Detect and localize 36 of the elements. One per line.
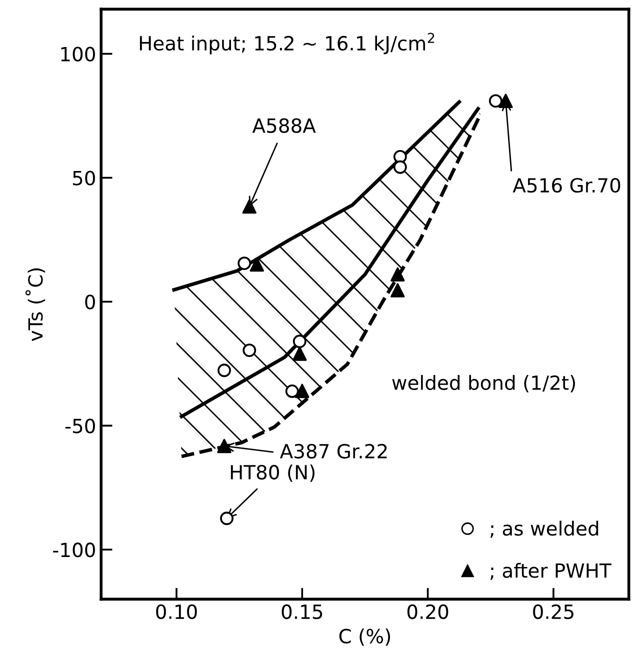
point bbox=[217, 438, 232, 454]
legend-label: ; as welded bbox=[490, 520, 598, 538]
y-tick-label: 0 bbox=[85, 294, 95, 310]
point bbox=[390, 283, 405, 298]
point bbox=[250, 257, 264, 272]
annotation: A588A bbox=[252, 118, 316, 133]
point bbox=[393, 160, 407, 174]
point bbox=[218, 364, 231, 378]
line-series bbox=[172, 100, 461, 292]
point bbox=[488, 94, 502, 108]
point bbox=[220, 512, 234, 526]
annotation: HT80 (N) bbox=[230, 464, 314, 482]
x-tick-label: 0.25 bbox=[533, 604, 574, 620]
x-axis-title: C (%) bbox=[339, 628, 390, 646]
annotation: A387 Gr.22 bbox=[280, 444, 387, 459]
annotation: Heat input; 15.2 ~ 16.1 kJ/cm$^{2}$ bbox=[140, 32, 434, 54]
point bbox=[292, 346, 307, 361]
x-tick-label: 0.15 bbox=[282, 604, 322, 620]
annotation: welded bond (1/2t) bbox=[392, 374, 575, 392]
point bbox=[242, 199, 256, 214]
x-tick-label: 0.20 bbox=[407, 604, 448, 620]
point bbox=[242, 344, 256, 358]
point bbox=[498, 94, 513, 108]
y-tick-label: -50 bbox=[65, 418, 95, 434]
point bbox=[295, 384, 310, 398]
point bbox=[292, 334, 306, 348]
y-tick-label: 50 bbox=[73, 170, 95, 186]
point bbox=[390, 267, 405, 282]
point bbox=[238, 256, 252, 270]
legend-label: ; after PWHT bbox=[490, 562, 612, 580]
x-tick-label: 0.10 bbox=[156, 604, 197, 620]
y-axis-title: vTs (˚C) bbox=[25, 268, 46, 342]
point bbox=[285, 384, 299, 398]
annotation: A516 Gr.70 bbox=[512, 178, 620, 193]
y-tick-label: 100 bbox=[61, 46, 95, 62]
y-tick-label: -100 bbox=[53, 542, 95, 558]
